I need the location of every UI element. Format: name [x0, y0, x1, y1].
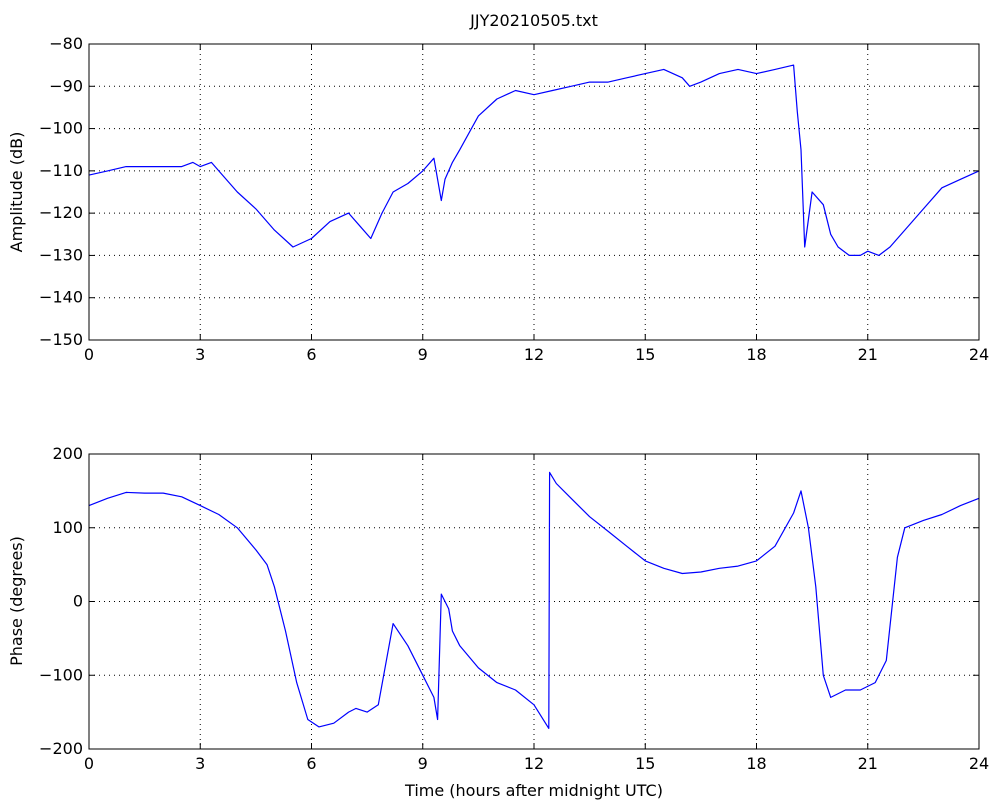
phase-y-ticks: 200 100 0 −100 −200 [39, 444, 979, 758]
amplitude-series-line [88, 64, 980, 256]
amplitude-series [88, 64, 980, 256]
phase-x-tick-label: 24 [969, 754, 989, 773]
phase-x-tick-label: 9 [418, 754, 428, 773]
amplitude-x-tick-label: 21 [858, 345, 878, 364]
amplitude-x-tick-label: 12 [524, 345, 544, 364]
phase-y-tick-label: 200 [52, 444, 83, 463]
amplitude-axes: 0 3 6 9 12 15 18 21 24 −80 −90 −100 −110 −120 −130 −14… [7, 34, 989, 364]
phase-grid [89, 454, 979, 749]
phase-y-tick-label: −200 [39, 739, 83, 758]
phase-x-tick-label: 15 [635, 754, 655, 773]
phase-axes: 0 3 6 9 12 15 18 21 24 200 100 0 −100 −200 Phase (de… [7, 444, 989, 800]
amplitude-x-tick-label: 15 [635, 345, 655, 364]
phase-x-tick-label: 21 [858, 754, 878, 773]
phase-y-label: Phase (degrees) [7, 536, 26, 666]
chart-title: JJY20210505.txt [469, 11, 598, 30]
amplitude-y-ticks: −80 −90 −100 −110 −120 −130 −140 −150 [39, 34, 979, 349]
amplitude-x-ticks: 0 3 6 9 12 15 18 21 24 [84, 44, 989, 364]
phase-y-tick-label: 100 [52, 518, 83, 537]
amplitude-y-tick-label: −80 [49, 34, 83, 53]
phase-x-ticks: 0 3 6 9 12 15 18 21 24 [84, 454, 989, 773]
amplitude-y-tick-label: −140 [39, 288, 83, 307]
amplitude-y-tick-label: −130 [39, 245, 83, 264]
amplitude-x-tick-label: 6 [306, 345, 316, 364]
phase-x-tick-label: 3 [195, 754, 205, 773]
amplitude-x-tick-label: 18 [746, 345, 766, 364]
phase-y-tick-label: −100 [39, 665, 83, 684]
amplitude-x-tick-label: 9 [418, 345, 428, 364]
phase-x-tick-label: 0 [84, 754, 94, 773]
phase-y-tick-label: 0 [73, 592, 83, 611]
amplitude-y-tick-label: −150 [39, 330, 83, 349]
amplitude-y-tick-label: −110 [39, 161, 83, 180]
amplitude-y-tick-label: −90 [49, 76, 83, 95]
amplitude-y-label: Amplitude (dB) [7, 132, 26, 253]
x-axis-label: Time (hours after midnight UTC) [404, 781, 663, 800]
amplitude-x-tick-label: 0 [84, 345, 94, 364]
phase-series [88, 471, 980, 730]
amplitude-y-tick-label: −120 [39, 203, 83, 222]
amplitude-x-tick-label: 24 [969, 345, 989, 364]
phase-series-line [88, 471, 980, 730]
amplitude-x-tick-label: 3 [195, 345, 205, 364]
phase-x-tick-label: 6 [306, 754, 316, 773]
amplitude-y-tick-label: −100 [39, 119, 83, 138]
amplitude-grid [89, 44, 979, 340]
phase-x-tick-label: 12 [524, 754, 544, 773]
phase-x-tick-label: 18 [746, 754, 766, 773]
